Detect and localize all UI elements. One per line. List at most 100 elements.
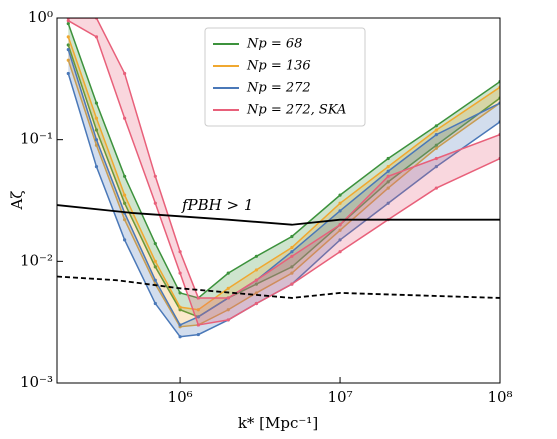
point [338,238,342,242]
point [153,241,157,246]
point [386,156,390,161]
x-tick-label: 10⁶ [168,388,193,406]
point [434,156,438,161]
point [66,21,70,26]
point [66,47,70,52]
point [226,318,230,322]
point [226,271,230,275]
point [178,335,182,339]
point [94,143,99,147]
point [338,209,342,213]
point [66,35,70,39]
y-tick-label: 10⁻³ [20,373,53,391]
legend-label: Np = 272 [246,81,311,96]
point [123,71,127,76]
point [386,180,390,184]
legend-label: Np = 136 [246,59,311,74]
point [338,201,342,205]
point [94,116,99,120]
y-tick-label: 10⁰ [28,8,53,26]
point [254,268,259,272]
band-fill [68,49,500,337]
point [153,301,157,306]
y-tick-label: 10⁻¹ [20,130,53,148]
point [386,201,390,205]
point [196,296,200,300]
point [290,234,294,239]
point [178,305,182,309]
point [254,278,259,282]
point [290,254,294,258]
annotation: fPBH > 1 [181,196,253,214]
point [290,271,294,275]
point [434,133,438,137]
point [338,250,342,254]
point [338,193,342,197]
point [178,250,182,254]
point [254,301,259,306]
point [94,138,99,142]
legend: Np = 68 Np = 136 Np = 272 Np = 272, SKA [204,27,366,127]
point [386,165,390,169]
point [226,308,230,312]
point [386,169,390,173]
point [66,19,70,23]
band-fill [68,18,500,325]
point [123,218,127,222]
point [434,143,438,147]
point [386,174,390,178]
point [196,323,200,327]
point [226,296,230,300]
point [196,332,200,337]
point [153,259,157,263]
point [290,250,294,254]
legend-label: Np = 68 [246,37,302,52]
point [94,128,99,132]
point [66,43,70,47]
point [153,278,157,282]
point [338,228,342,232]
point [254,291,259,295]
point [66,71,70,76]
point [123,174,127,178]
frame [56,17,501,384]
legend-box [204,27,366,127]
point [290,265,294,269]
point [123,238,127,242]
point [434,186,438,190]
point [254,282,259,286]
point [290,282,294,286]
point [226,286,230,290]
plot-area [57,18,500,339]
point [94,165,99,169]
point [434,128,438,132]
point [196,315,200,319]
point [153,174,157,178]
point [178,323,182,327]
legend-label: Np = 272, SKA [246,103,346,118]
x-axis-label: k* [Mpc⁻¹] [238,414,318,432]
point [178,308,182,312]
point [434,124,438,128]
bound-line [57,275,500,299]
point [178,291,182,295]
point [196,308,200,312]
point [94,35,99,39]
point [153,201,157,205]
point [434,165,438,169]
point [123,116,127,120]
x-tick-label: 10⁷ [327,388,352,406]
point [123,201,127,205]
point [178,271,182,275]
bound-line [57,204,500,226]
point [254,254,259,258]
y-axis-label: Aζ [8,191,26,211]
point [123,193,127,197]
point [338,223,342,227]
point [66,58,70,62]
point [290,245,294,250]
point [434,146,438,150]
point [153,265,157,269]
y-tick-label: 10⁻² [20,251,53,269]
